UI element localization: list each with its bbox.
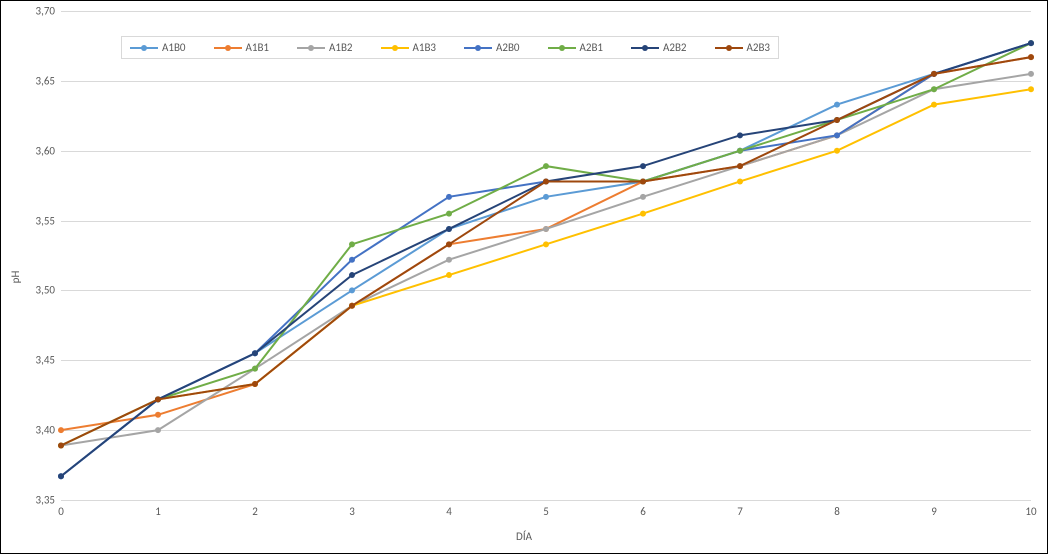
- series-marker-A1B3: [640, 211, 646, 217]
- series-marker-A2B2: [446, 226, 452, 232]
- chart-container: 3,35 3,40 3,45 3,50 3,55 3,60 3,65 3,70 0 1 2 3 4 5 6…: [0, 0, 1048, 554]
- series-marker-A2B3: [446, 241, 452, 247]
- legend-label: A1B3: [413, 41, 437, 54]
- x-tick-label: 8: [834, 505, 840, 518]
- x-tick-label: 7: [737, 505, 743, 518]
- series-marker-A1B0: [543, 194, 549, 200]
- series-marker-A2B3: [737, 163, 743, 169]
- series-marker-A2B2: [252, 350, 258, 356]
- y-axis-title: pH: [9, 271, 22, 284]
- legend: A1B0 A1B1 A1B2 A1B3 A2B0 A2B1 A2B2 A2B3: [121, 36, 779, 59]
- series-marker-A2B3: [931, 71, 937, 77]
- series-marker-A1B2: [1028, 71, 1034, 77]
- legend-marker-icon: [130, 43, 158, 53]
- y-tick-label: 3,65: [36, 74, 55, 87]
- x-tick-label: 0: [58, 505, 64, 518]
- legend-marker-icon: [715, 43, 743, 53]
- legend-label: A1B0: [162, 41, 186, 54]
- series-marker-A2B0: [834, 132, 840, 138]
- series-marker-A2B1: [252, 366, 258, 372]
- x-tick-label: 5: [543, 505, 549, 518]
- y-tick-label: 3,35: [36, 494, 55, 507]
- x-tick-label: 10: [1025, 505, 1036, 518]
- series-marker-A1B0: [349, 287, 355, 293]
- series-marker-A1B3: [543, 241, 549, 247]
- series-marker-A1B0: [834, 102, 840, 108]
- legend-item-A2B1: A2B1: [548, 41, 604, 54]
- grid-line: [61, 500, 1031, 501]
- series-marker-A1B1: [155, 412, 161, 418]
- series-marker-A2B2: [349, 272, 355, 278]
- legend-item-A1B1: A1B1: [214, 41, 270, 54]
- series-marker-A2B1: [931, 86, 937, 92]
- series-marker-A2B1: [349, 241, 355, 247]
- x-tick-label: 1: [155, 505, 161, 518]
- series-marker-A2B3: [834, 117, 840, 123]
- y-tick-label: 3,55: [36, 214, 55, 227]
- series-marker-A1B2: [155, 427, 161, 433]
- series-marker-A2B2: [640, 163, 646, 169]
- y-tick-label: 3,40: [36, 424, 55, 437]
- series-marker-A1B2: [543, 226, 549, 232]
- legend-marker-icon: [631, 43, 659, 53]
- series-marker-A2B3: [252, 381, 258, 387]
- legend-item-A1B3: A1B3: [381, 41, 437, 54]
- series-marker-A2B0: [349, 257, 355, 263]
- legend-label: A2B2: [663, 41, 687, 54]
- x-tick-label: 6: [640, 505, 646, 518]
- legend-label: A1B1: [246, 41, 270, 54]
- legend-marker-icon: [297, 43, 325, 53]
- series-line-A1B2: [61, 74, 1031, 446]
- series-marker-A2B3: [349, 303, 355, 309]
- series-marker-A2B3: [1028, 54, 1034, 60]
- series-marker-A2B0: [446, 194, 452, 200]
- series-marker-A2B1: [737, 148, 743, 154]
- legend-marker-icon: [464, 43, 492, 53]
- series-marker-A2B3: [58, 443, 64, 449]
- y-tick-label: 3,60: [36, 144, 55, 157]
- series-marker-A1B3: [834, 148, 840, 154]
- legend-item-A2B3: A2B3: [715, 41, 771, 54]
- series-marker-A2B3: [640, 178, 646, 184]
- series-marker-A2B1: [543, 163, 549, 169]
- x-tick-label: 9: [931, 505, 937, 518]
- series-marker-A2B1: [446, 211, 452, 217]
- x-axis-title: DÍA: [516, 530, 532, 543]
- legend-marker-icon: [548, 43, 576, 53]
- series-marker-A1B3: [1028, 86, 1034, 92]
- legend-marker-icon: [214, 43, 242, 53]
- legend-marker-icon: [381, 43, 409, 53]
- series-marker-A1B3: [446, 272, 452, 278]
- legend-item-A2B2: A2B2: [631, 41, 687, 54]
- series-line-A2B2: [61, 43, 1031, 476]
- series-marker-A2B2: [737, 132, 743, 138]
- series-marker-A1B2: [640, 194, 646, 200]
- legend-item-A2B0: A2B0: [464, 41, 520, 54]
- chart-lines: [61, 11, 1031, 500]
- legend-item-A1B0: A1B0: [130, 41, 186, 54]
- legend-label: A2B0: [496, 41, 520, 54]
- series-line-A2B0: [61, 43, 1031, 476]
- series-marker-A2B2: [1028, 40, 1034, 46]
- series-marker-A1B3: [931, 102, 937, 108]
- series-marker-A2B3: [543, 178, 549, 184]
- y-tick-label: 3,50: [36, 284, 55, 297]
- legend-label: A2B1: [580, 41, 604, 54]
- x-tick-label: 3: [349, 505, 355, 518]
- series-marker-A1B1: [58, 427, 64, 433]
- series-marker-A2B3: [155, 396, 161, 402]
- plot-area: [61, 11, 1031, 500]
- series-marker-A1B3: [737, 178, 743, 184]
- series-marker-A1B2: [446, 257, 452, 263]
- series-marker-A2B2: [58, 473, 64, 479]
- y-tick-label: 3,45: [36, 354, 55, 367]
- x-tick-label: 2: [252, 505, 258, 518]
- series-line-A2B3: [61, 57, 1031, 445]
- legend-label: A1B2: [329, 41, 353, 54]
- series-line-A1B0: [61, 43, 1031, 476]
- legend-label: A2B3: [747, 41, 771, 54]
- x-tick-label: 4: [446, 505, 452, 518]
- y-tick-label: 3,70: [36, 5, 55, 18]
- legend-item-A1B2: A1B2: [297, 41, 353, 54]
